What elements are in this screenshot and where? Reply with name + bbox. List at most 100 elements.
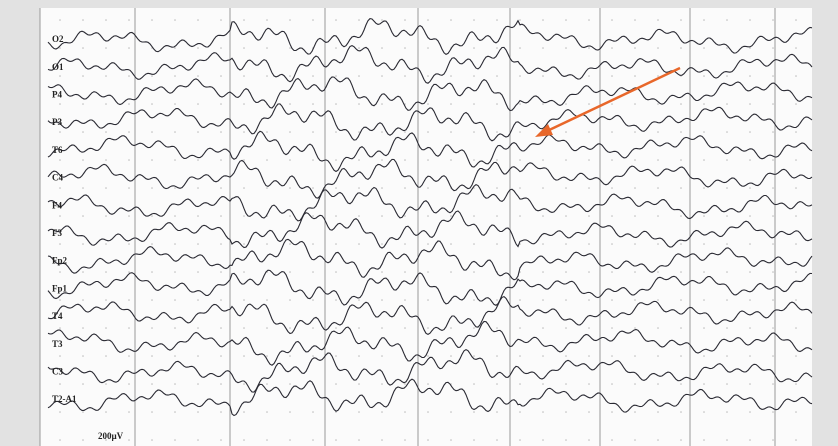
grid-dot — [289, 75, 291, 77]
grid-dot — [680, 411, 682, 413]
grid-dot — [749, 271, 751, 273]
grid-dot — [59, 271, 61, 273]
grid-dot — [128, 355, 130, 357]
grid-dot — [588, 271, 590, 273]
grid-dot — [128, 187, 130, 189]
grid-dot — [105, 271, 107, 273]
grid-dot — [450, 355, 452, 357]
grid-dot — [565, 327, 567, 329]
grid-dot — [749, 243, 751, 245]
grid-dot — [519, 355, 521, 357]
grid-dot — [772, 159, 774, 161]
grid-dot — [174, 215, 176, 217]
grid-dot — [680, 271, 682, 273]
grid-dot — [473, 327, 475, 329]
grid-dot — [381, 299, 383, 301]
grid-dot — [312, 215, 314, 217]
grid-dot — [59, 327, 61, 329]
grid-dot — [312, 439, 314, 441]
grid-dot — [312, 327, 314, 329]
grid-dot — [174, 355, 176, 357]
grid-dot — [312, 131, 314, 133]
grid-dot — [174, 383, 176, 385]
grid-dot — [588, 187, 590, 189]
grid-dot — [266, 355, 268, 357]
grid-dot — [151, 439, 153, 441]
grid-dot — [59, 411, 61, 413]
grid-dot — [151, 271, 153, 273]
grid-dot — [657, 103, 659, 105]
grid-dot — [151, 327, 153, 329]
grid-dot — [634, 355, 636, 357]
grid-dot — [634, 411, 636, 413]
grid-dot — [726, 103, 728, 105]
grid-dot — [197, 19, 199, 21]
grid-dot — [427, 131, 429, 133]
grid-dot — [611, 75, 613, 77]
grid-dot — [427, 327, 429, 329]
grid-dot — [266, 439, 268, 441]
grid-dot — [703, 131, 705, 133]
grid-dot — [197, 215, 199, 217]
grid-dot — [634, 243, 636, 245]
grid-dot — [335, 439, 337, 441]
grid-dot — [220, 47, 222, 49]
grid-dot — [611, 159, 613, 161]
grid-dot — [496, 187, 498, 189]
grid-dot — [197, 271, 199, 273]
grid-dot — [427, 215, 429, 217]
channel-label: T2-A1 — [52, 394, 77, 404]
grid-dot — [105, 131, 107, 133]
channel-label: P3 — [52, 117, 62, 127]
grid-dot — [703, 243, 705, 245]
grid-dot — [220, 271, 222, 273]
grid-dot — [795, 411, 797, 413]
grid-dot — [197, 439, 199, 441]
grid-dot — [611, 439, 613, 441]
scale-label: 200µV — [98, 431, 124, 441]
grid-dot — [749, 299, 751, 301]
grid-dot — [220, 215, 222, 217]
grid-dot — [174, 131, 176, 133]
grid-dot — [450, 159, 452, 161]
grid-dot — [542, 19, 544, 21]
grid-dot — [82, 327, 84, 329]
grid-dot — [220, 187, 222, 189]
grid-dot — [174, 243, 176, 245]
grid-dot — [519, 327, 521, 329]
grid-dot — [59, 19, 61, 21]
grid-dot — [473, 355, 475, 357]
grid-dot — [312, 19, 314, 21]
grid-dot — [289, 131, 291, 133]
grid-dot — [749, 215, 751, 217]
grid-dot — [266, 131, 268, 133]
grid-dot — [358, 439, 360, 441]
grid-dot — [289, 299, 291, 301]
grid-dot — [335, 187, 337, 189]
grid-dot — [749, 439, 751, 441]
grid-dot — [542, 103, 544, 105]
grid-dot — [220, 75, 222, 77]
grid-dot — [473, 243, 475, 245]
grid-dot — [795, 47, 797, 49]
grid-dot — [82, 19, 84, 21]
grid-dot — [450, 75, 452, 77]
grid-dot — [519, 383, 521, 385]
grid-dot — [634, 187, 636, 189]
grid-dot — [312, 159, 314, 161]
grid-dot — [611, 19, 613, 21]
grid-dot — [565, 439, 567, 441]
grid-dot — [496, 327, 498, 329]
grid-dot — [542, 271, 544, 273]
grid-dot — [174, 103, 176, 105]
grid-dot — [404, 411, 406, 413]
grid-dot — [128, 299, 130, 301]
grid-dot — [450, 327, 452, 329]
grid-dot — [59, 131, 61, 133]
grid-dot — [427, 187, 429, 189]
grid-dot — [220, 19, 222, 21]
grid-dot — [243, 215, 245, 217]
grid-dot — [473, 271, 475, 273]
grid-dot — [703, 215, 705, 217]
grid-dot — [657, 271, 659, 273]
